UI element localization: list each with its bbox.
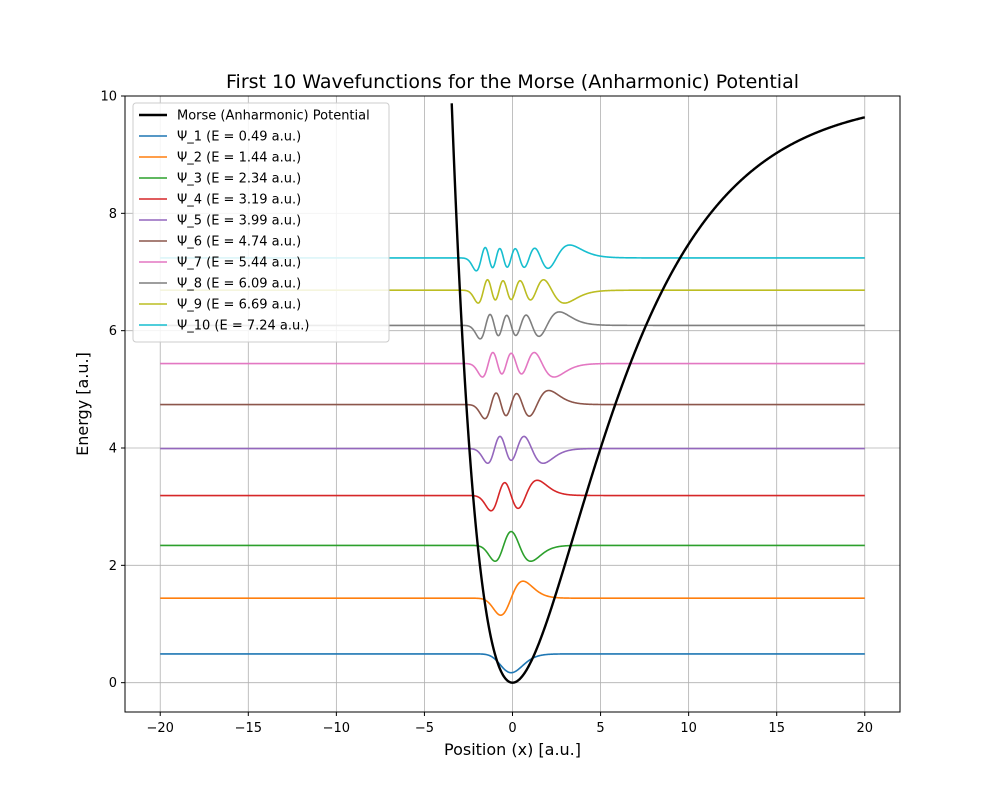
legend-label: Ψ_10 (E = 7.24 a.u.) bbox=[177, 319, 309, 334]
y-axis-label: Energy [a.u.] bbox=[73, 352, 92, 456]
y-tick-label: 0 bbox=[109, 676, 117, 691]
wavefunction-line-5 bbox=[160, 435, 865, 465]
y-tick-label: 4 bbox=[109, 442, 117, 457]
x-axis-label: Position (x) [a.u.] bbox=[444, 740, 581, 759]
wavefunction-line-4 bbox=[160, 479, 865, 512]
wavefunction-line-1 bbox=[160, 653, 865, 674]
x-tick-label: −10 bbox=[323, 721, 350, 736]
legend-label: Ψ_9 (E = 6.69 a.u.) bbox=[177, 298, 301, 313]
y-axis-ticks: 0 2 4 6 8 10 bbox=[100, 90, 125, 691]
x-axis-ticks: −20 −15 −10 −5 0 5 10 15 20 bbox=[147, 712, 873, 736]
legend-label: Ψ_3 (E = 2.34 a.u.) bbox=[177, 172, 301, 187]
legend-label: Ψ_8 (E = 6.09 a.u.) bbox=[177, 277, 301, 292]
wavefunction-line-2 bbox=[160, 580, 865, 617]
chart-title: First 10 Wavefunctions for the Morse (An… bbox=[226, 71, 799, 93]
legend: Morse (Anharmonic) Potential Ψ_1 (E = 0.4… bbox=[132, 102, 390, 343]
x-tick-label: −15 bbox=[235, 721, 262, 736]
y-tick-label: 6 bbox=[109, 324, 117, 339]
legend-label: Ψ_7 (E = 5.44 a.u.) bbox=[177, 256, 301, 271]
x-tick-label: 10 bbox=[680, 721, 697, 736]
y-tick-label: 2 bbox=[109, 559, 117, 574]
legend-label: Ψ_5 (E = 3.99 a.u.) bbox=[177, 214, 301, 229]
legend-box bbox=[132, 102, 390, 343]
x-tick-label: 20 bbox=[856, 721, 873, 736]
x-tick-label: −5 bbox=[415, 721, 434, 736]
x-tick-label: 0 bbox=[508, 721, 516, 736]
x-tick-label: 5 bbox=[596, 721, 604, 736]
wavefunction-line-7 bbox=[160, 351, 865, 378]
legend-label: Ψ_1 (E = 0.49 a.u.) bbox=[177, 130, 301, 145]
y-tick-label: 8 bbox=[109, 207, 117, 222]
legend-label: Ψ_6 (E = 4.74 a.u.) bbox=[177, 235, 301, 250]
legend-label: Morse (Anharmonic) Potential bbox=[177, 109, 370, 124]
y-tick-label: 10 bbox=[100, 90, 117, 105]
wavefunction-line-3 bbox=[160, 530, 865, 563]
legend-label: Ψ_2 (E = 1.44 a.u.) bbox=[177, 151, 301, 166]
wavefunction-line-6 bbox=[160, 389, 865, 420]
legend-label: Ψ_4 (E = 3.19 a.u.) bbox=[177, 193, 301, 208]
morse-potential-line bbox=[450, 103, 866, 684]
x-tick-label: −20 bbox=[147, 721, 174, 736]
x-tick-label: 15 bbox=[768, 721, 785, 736]
